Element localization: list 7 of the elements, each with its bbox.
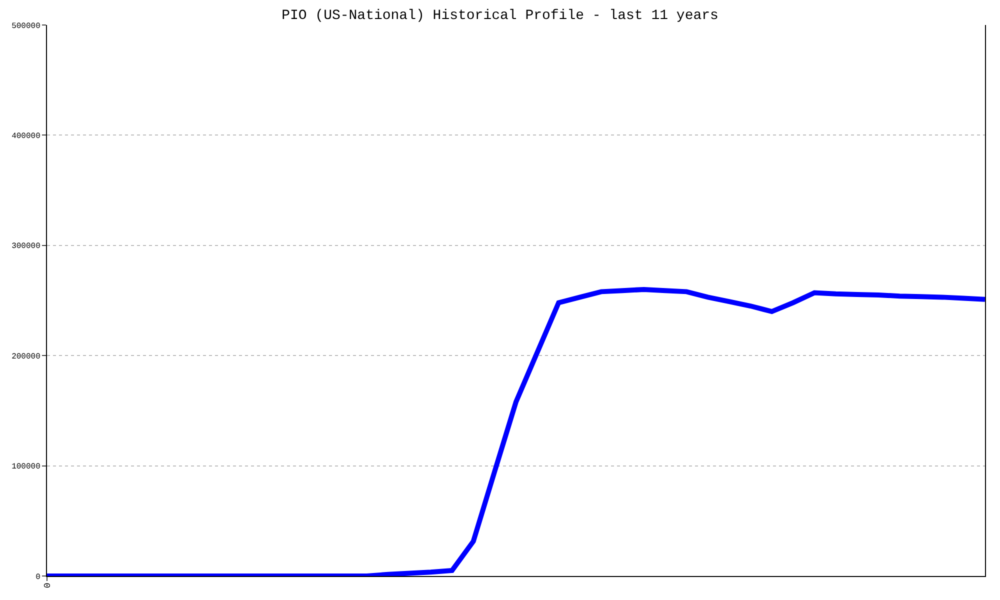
y-tick-label: 200000 (12, 352, 41, 362)
y-tick-label: 0 (36, 572, 41, 582)
chart-title: PIO (US-National) Historical Profile - last 11 years (282, 8, 718, 24)
y-tick-label: 300000 (12, 242, 41, 252)
y-tick-label: 500000 (12, 22, 41, 31)
y-tick-label: 100000 (12, 462, 41, 472)
y-tick-label: 400000 (12, 132, 41, 141)
